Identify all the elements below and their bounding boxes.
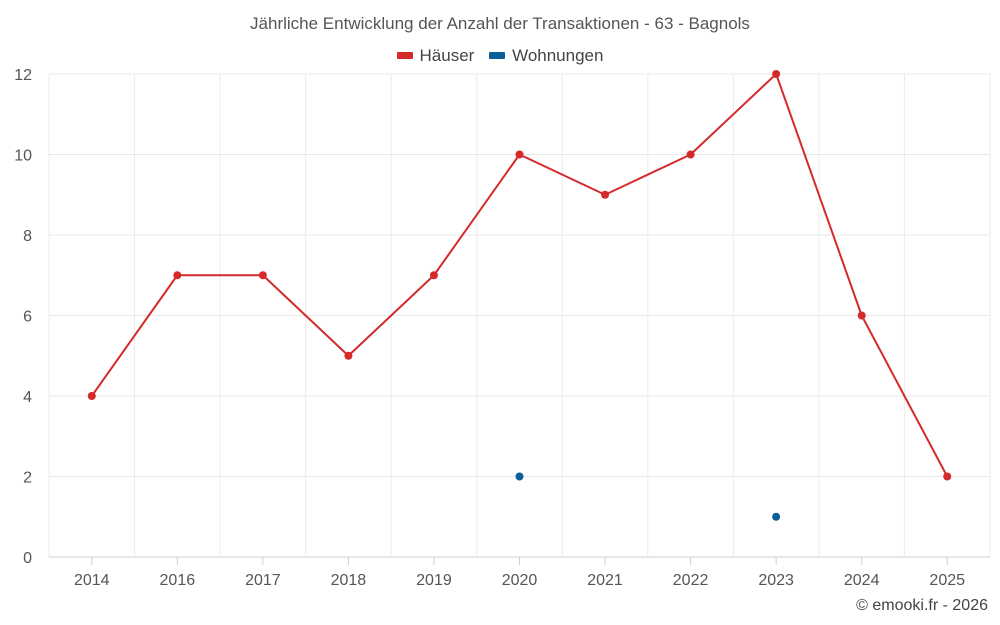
x-tick-label: 2025 bbox=[929, 572, 965, 589]
data-point-series-0 bbox=[344, 351, 353, 360]
data-point-series-0 bbox=[87, 392, 96, 400]
x-tick-label: 2017 bbox=[245, 572, 281, 589]
legend-swatch-haeuser bbox=[396, 52, 413, 59]
data-point-series-0 bbox=[686, 150, 695, 159]
x-tick-label: 2022 bbox=[673, 572, 709, 589]
data-point-series-0 bbox=[515, 150, 524, 159]
data-point-series-0 bbox=[601, 190, 610, 199]
x-tick-label: 2014 bbox=[74, 572, 110, 589]
data-point-series-0 bbox=[429, 271, 438, 280]
y-tick-label: 8 bbox=[23, 228, 32, 245]
data-point-series-0 bbox=[772, 70, 781, 78]
data-point-series-1 bbox=[772, 512, 781, 521]
legend-label-haeuser: Häuser bbox=[419, 45, 475, 65]
y-tick-label: 0 bbox=[23, 550, 32, 567]
x-tick-label: 2020 bbox=[502, 572, 538, 589]
legend-label-wohnungen: Wohnungen bbox=[512, 45, 604, 65]
y-tick-label: 12 bbox=[14, 67, 32, 84]
x-tick-label: 2024 bbox=[844, 572, 880, 589]
legend-item-haeuser[interactable]: Häuser bbox=[396, 45, 475, 66]
y-tick-label: 10 bbox=[14, 148, 32, 165]
x-tick-label: 2019 bbox=[416, 572, 452, 589]
data-point-series-0 bbox=[173, 271, 182, 280]
data-point-series-1 bbox=[515, 472, 524, 481]
data-point-series-0 bbox=[258, 271, 267, 280]
legend-item-wohnungen[interactable]: Wohnungen bbox=[489, 46, 603, 66]
y-tick-label: 6 bbox=[23, 309, 32, 326]
y-tick-label: 4 bbox=[23, 389, 32, 406]
data-point-series-0 bbox=[943, 472, 952, 481]
data-point-series-0 bbox=[857, 311, 866, 320]
legend-swatch-wohnungen bbox=[489, 52, 506, 59]
legend: Häuser Wohnungen bbox=[0, 44, 1000, 66]
credit-text: © emooki.fr - 2026 bbox=[856, 597, 988, 614]
y-tick-label: 2 bbox=[23, 470, 32, 487]
x-tick-label: 2018 bbox=[331, 572, 367, 589]
x-tick-label: 2023 bbox=[758, 572, 794, 589]
chart-title: Jährliche Entwicklung der Anzahl der Tra… bbox=[250, 14, 750, 33]
x-tick-label: 2016 bbox=[160, 572, 196, 589]
x-tick-label: 2021 bbox=[587, 572, 623, 589]
